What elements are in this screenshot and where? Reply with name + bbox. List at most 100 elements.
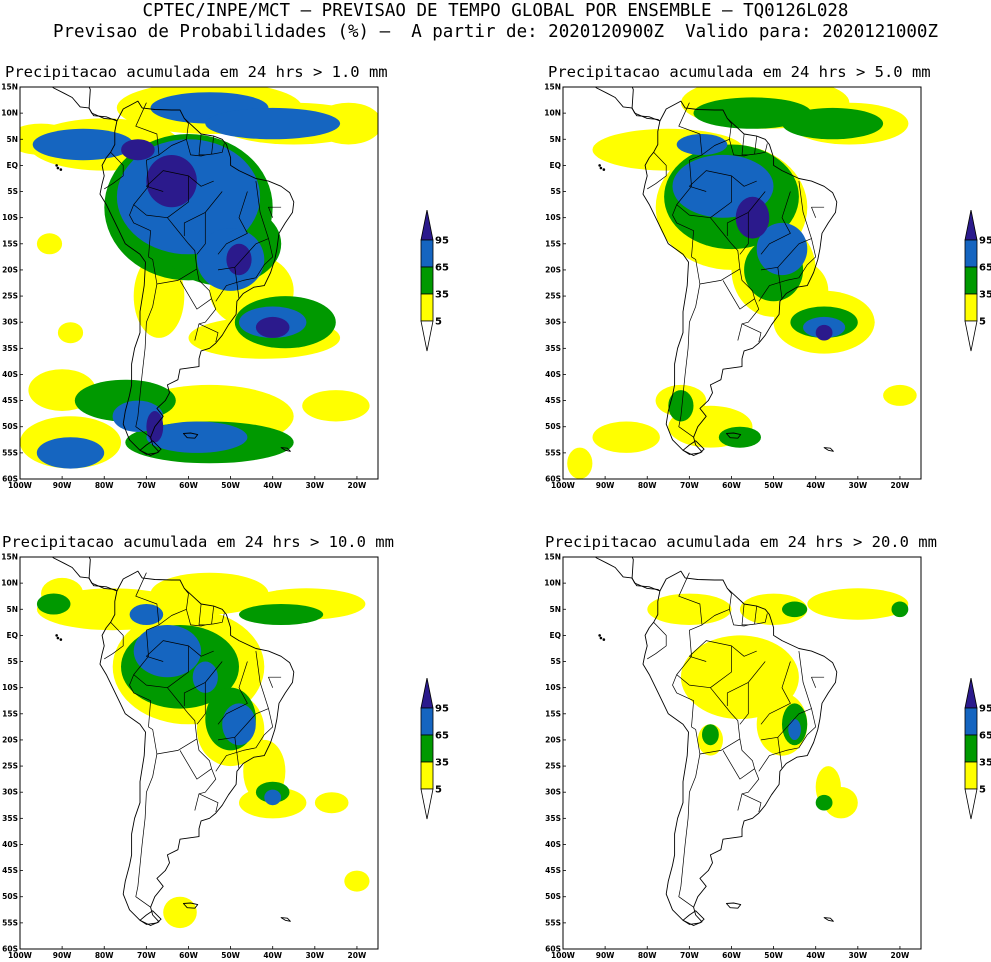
longitude-label: 90W <box>53 951 72 960</box>
country-border <box>179 738 212 780</box>
probability-area-level-1 <box>702 724 719 746</box>
probability-area-level-0 <box>57 322 84 344</box>
country-border <box>754 606 758 624</box>
colorbar-segment <box>964 293 978 322</box>
country-border <box>194 768 217 811</box>
map-frame <box>19 556 379 950</box>
longitude-label: 50W <box>221 481 240 490</box>
colorbar-segment <box>420 707 434 736</box>
country-border <box>217 191 248 255</box>
longitude-label: 50W <box>764 951 783 960</box>
colorbar-label: 95 <box>435 704 449 715</box>
latitude-label: EQ <box>7 161 19 170</box>
probability-area-level-3 <box>146 155 197 208</box>
country-border <box>741 603 749 626</box>
country-border <box>726 661 766 706</box>
latitude-label: 60S <box>545 945 561 954</box>
longitude-label: 90W <box>596 951 615 960</box>
probability-area-level-0 <box>36 233 63 255</box>
country-border <box>741 793 762 813</box>
latitude-label: EQ <box>550 161 562 170</box>
country-border <box>133 674 198 755</box>
galapagos-island <box>599 636 603 640</box>
probability-area-level-1 <box>668 390 694 422</box>
country-border <box>689 170 757 192</box>
colorbar-top-arrow <box>420 678 434 709</box>
country-border <box>647 152 667 190</box>
country-border <box>758 708 817 772</box>
tierra-del-fuego <box>682 910 705 925</box>
panel-2-colorbar: 95 65 35 5 <box>964 210 991 352</box>
latitude-label: 20S <box>545 265 561 274</box>
longitude-label: 50W <box>764 481 783 490</box>
country-border <box>811 206 825 218</box>
latitude-label: 10S <box>545 683 561 692</box>
galapagos-island <box>598 164 601 167</box>
panel-4-map: 15N 10N 5N EQ 5S 10S 15S 20S 25S 30S 35S 40S 45S 50S 5… <box>544 553 922 960</box>
galapagos-island <box>59 638 63 641</box>
colorbar-segment <box>420 761 434 790</box>
country-border <box>739 212 749 255</box>
probability-area-level-1 <box>718 426 761 448</box>
longitude-label: 100W <box>8 481 33 490</box>
country-border <box>198 793 219 813</box>
panel-1-map: 15N 10N 5N EQ 5S 10S 15S 20S 25S 30S 35S 40S 45S 50S 5… <box>1 83 379 490</box>
latitude-label: 15S <box>2 709 18 718</box>
probability-area-level-2 <box>264 789 282 806</box>
latitude-label: 55S <box>545 918 561 927</box>
colorbar-segment <box>964 734 978 763</box>
longitude-label: 40W <box>806 951 825 960</box>
latitude-label: 5S <box>7 187 18 196</box>
longitude-label: 20W <box>348 951 367 960</box>
country-border <box>710 645 732 688</box>
colorbar-label: 5 <box>979 785 986 796</box>
colorbar-top-arrow <box>964 678 978 709</box>
galapagos-island <box>598 634 601 637</box>
country-border <box>196 212 206 255</box>
probability-area-level-0 <box>314 792 349 814</box>
probability-area-level-2 <box>676 134 728 155</box>
longitude-label: 70W <box>680 481 699 490</box>
country-border <box>183 191 223 236</box>
longitude-label: 30W <box>305 481 324 490</box>
latitude-label: 40S <box>545 840 561 849</box>
latitude-label: 60S <box>545 475 561 484</box>
probability-area-level-0 <box>150 572 269 615</box>
latitude-label: EQ <box>550 631 562 640</box>
probability-area-level-1 <box>239 604 324 625</box>
longitude-label: 20W <box>891 951 910 960</box>
latitude-label: 10S <box>2 683 18 692</box>
longitude-label: 40W <box>806 481 825 490</box>
galapagos-island <box>602 638 606 641</box>
longitude-label: 100W <box>551 481 576 490</box>
country-border <box>678 283 701 438</box>
country-border <box>268 206 282 218</box>
probability-area-level-1 <box>782 601 808 618</box>
country-border <box>129 572 160 727</box>
colorbar-label: 5 <box>435 785 442 796</box>
country-border <box>234 737 240 769</box>
latitude-label: 10N <box>1 109 18 118</box>
country-border <box>215 708 274 772</box>
colorbar-segment <box>420 293 434 322</box>
colorbar-segment <box>420 734 434 763</box>
longitude-label: 90W <box>596 481 615 490</box>
colorbar-label: 95 <box>979 236 991 247</box>
caribbean-coastline <box>88 557 118 592</box>
longitude-label: 90W <box>53 481 72 490</box>
south-america-coastline <box>99 100 295 456</box>
probability-area-level-2 <box>133 625 202 678</box>
probability-area-level-0 <box>807 588 909 620</box>
longitude-label: 60W <box>179 951 198 960</box>
probability-area-level-2 <box>222 703 256 746</box>
latitude-label: 15S <box>545 709 561 718</box>
colorbar-segment <box>964 707 978 736</box>
country-border <box>268 676 282 688</box>
country-border <box>211 136 215 154</box>
latitude-label: 45S <box>545 396 561 405</box>
latitude-label: 5S <box>7 657 18 666</box>
latitude-label: 45S <box>2 866 18 875</box>
latitude-label: 5N <box>550 135 562 144</box>
country-border <box>777 737 783 769</box>
country-border <box>737 298 760 341</box>
